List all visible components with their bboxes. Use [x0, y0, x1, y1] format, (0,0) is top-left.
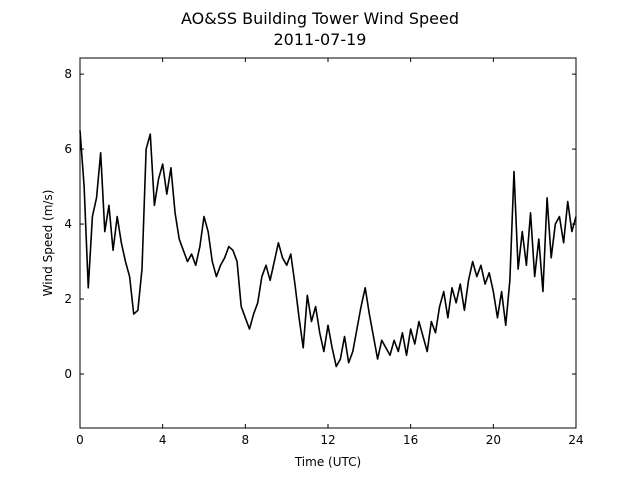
chart-title: AO&SS Building Tower Wind Speed [181, 9, 459, 28]
x-tick-label: 0 [76, 433, 84, 447]
x-tick-label: 16 [403, 433, 418, 447]
y-tick-label: 6 [64, 142, 72, 156]
x-tick-label: 20 [486, 433, 501, 447]
x-axis-label: Time (UTC) [294, 455, 361, 469]
plot-frame [79, 57, 577, 429]
y-axis-label: Wind Speed (m/s) [41, 190, 55, 297]
x-tick-label: 12 [320, 433, 335, 447]
x-tick-label: 4 [159, 433, 167, 447]
x-tick-label: 24 [568, 433, 583, 447]
y-tick-label: 2 [64, 292, 72, 306]
y-tick-label: 0 [64, 367, 72, 381]
y-tick-label: 4 [64, 217, 72, 231]
data-line [79, 130, 577, 368]
y-tick-label: 8 [64, 67, 72, 81]
x-tick-label: 8 [242, 433, 250, 447]
chart-subtitle: 2011-07-19 [274, 30, 367, 49]
